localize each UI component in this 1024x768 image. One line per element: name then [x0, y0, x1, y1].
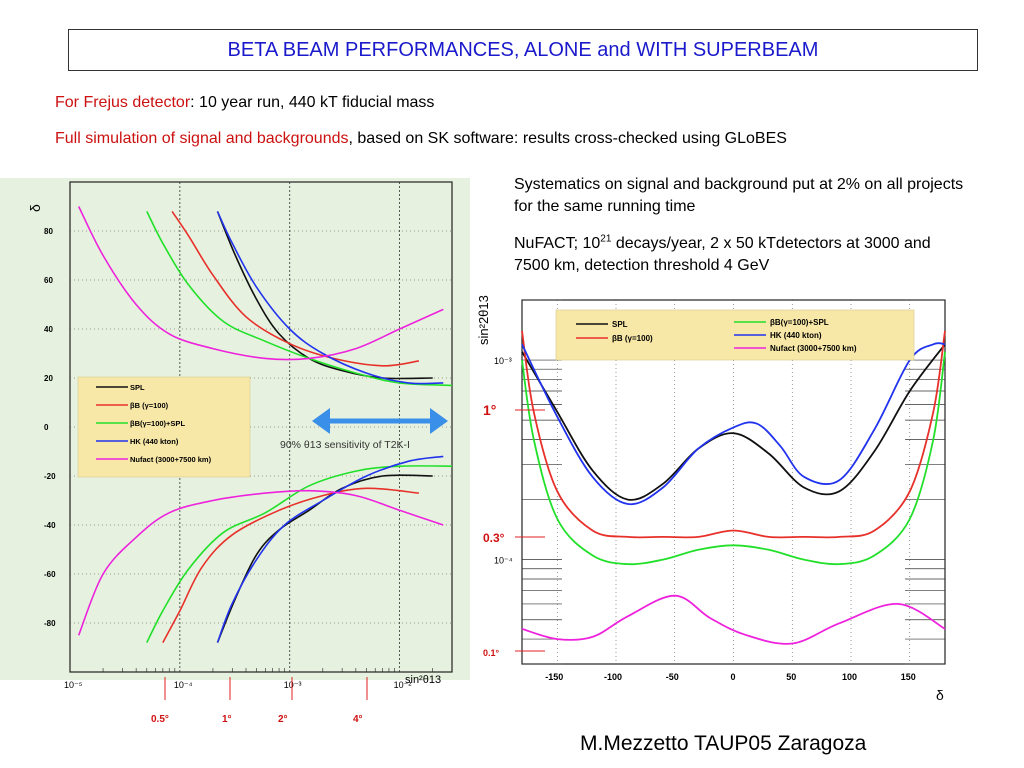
right-x-tick-label: 50 [786, 672, 796, 682]
right-angle-label: 1° [483, 402, 496, 418]
right-x-tick-label: -150 [545, 672, 563, 682]
footer-credit: M.Mezzetto TAUP05 Zaragoza [580, 732, 867, 755]
left-legend-label: Nufact (3000+7500 km) [130, 455, 212, 464]
left-legend-label: βB(γ=100)+SPL [130, 419, 185, 428]
left-y-tick-label: 0 [44, 423, 49, 432]
left-y-tick-label: -20 [44, 472, 56, 481]
right-angle-label: 0.3° [483, 531, 505, 545]
t2k-arrow-left-head [312, 408, 330, 434]
right-x-tick-label: -50 [666, 672, 679, 682]
left-series-lower-line [162, 487, 419, 643]
left-angle-label: 2° [278, 714, 288, 725]
simulation-line: Full simulation of signal and background… [55, 130, 787, 148]
left-legend-label: HK (440 kton) [130, 437, 179, 446]
frejus-label: For Frejus detector [55, 94, 191, 111]
right-x-tick-label: 0 [731, 672, 736, 682]
right-x-tick-label: 150 [901, 672, 916, 682]
left-y-tick-label: 80 [44, 227, 53, 236]
title-box: BETA BEAM PERFORMANCES, ALONE and WITH S… [68, 29, 978, 71]
left-series-upper-line [146, 211, 453, 387]
frejus-line: For Frejus detector: 10 year run, 440 kT… [55, 94, 434, 112]
left-angle-label: 4° [353, 714, 363, 725]
left-x-tick-label: 10⁻³ [284, 680, 302, 690]
left-series-upper-line [77, 206, 444, 361]
right-legend-label: HK (440 kton) [770, 331, 822, 340]
right-legend-label: Nufact (3000+7500 km) [770, 344, 857, 353]
left-series-lower-line [216, 455, 444, 643]
left-x-tick-label: 10⁻² [394, 680, 412, 690]
left-legend-label: SPL [130, 383, 145, 392]
left-angle-label: 1° [222, 714, 232, 725]
right-legend-label: βB(γ=100)+SPL [770, 318, 829, 327]
nufact-suffix: decays/year, 2 x 50 kTdetectors at 3000 … [514, 235, 931, 274]
right-x-tick-label: -100 [604, 672, 622, 682]
right-legend-label: SPL [612, 320, 628, 329]
left-y-tick-label: -40 [44, 521, 56, 530]
right-x-axis-label: δ [936, 687, 944, 703]
right-series-line [521, 330, 946, 539]
left-series-lower-line [77, 489, 444, 636]
right-series-line [521, 342, 946, 506]
left-x-tick-label: 10⁻⁴ [174, 680, 193, 690]
right-angle-label: 0.1° [483, 648, 500, 658]
left-y-tick-label: 40 [44, 325, 53, 334]
right-y-tick-label: 10⁻³ [494, 356, 512, 366]
right-y-tick-label: 10⁻⁴ [494, 556, 513, 566]
nufact-exponent: 21 [600, 233, 612, 245]
nufact-note: NuFACT; 1021 decays/year, 2 x 50 kTdetec… [514, 233, 964, 277]
simulation-detail: , based on SK software: results cross-ch… [348, 130, 787, 147]
simulation-label: Full simulation of signal and background… [55, 130, 349, 147]
right-series-line [521, 343, 946, 501]
left-series-upper-line [171, 210, 420, 367]
left-y-tick-label: 60 [44, 276, 53, 285]
left-angle-label: 0.5° [151, 714, 169, 725]
left-legend-box [77, 376, 251, 478]
right-series-line [521, 594, 946, 645]
right-y-axis-label: sin²2θ13 [476, 295, 491, 345]
left-y-tick-label: -60 [44, 570, 56, 579]
left-y-tick-label: 20 [44, 374, 53, 383]
right-series-line [521, 351, 946, 566]
left-x-tick-label: 10⁻⁵ [64, 680, 83, 690]
left-series-upper-line [216, 211, 444, 385]
left-x-axis-label: sin²θ13 [405, 674, 441, 686]
left-y-tick-label: -80 [44, 619, 56, 628]
left-series-lower-line [146, 465, 453, 643]
t2k-arrow-right-head [430, 408, 448, 434]
right-legend-label: βB (γ=100) [612, 334, 653, 343]
right-x-tick-label: 100 [842, 672, 857, 682]
page-title: BETA BEAM PERFORMANCES, ALONE and WITH S… [227, 38, 819, 61]
systematics-note: Systematics on signal and background put… [514, 176, 964, 215]
nufact-prefix: NuFACT; 10 [514, 235, 601, 252]
frejus-detail: : 10 year run, 440 kT fiducial mass [190, 94, 435, 111]
left-legend-label: βB (γ=100) [130, 401, 169, 410]
t2k-annotation: 90% θ13 sensitivity of T2K-I [280, 439, 410, 451]
left-y-axis-label: δ [27, 204, 43, 212]
